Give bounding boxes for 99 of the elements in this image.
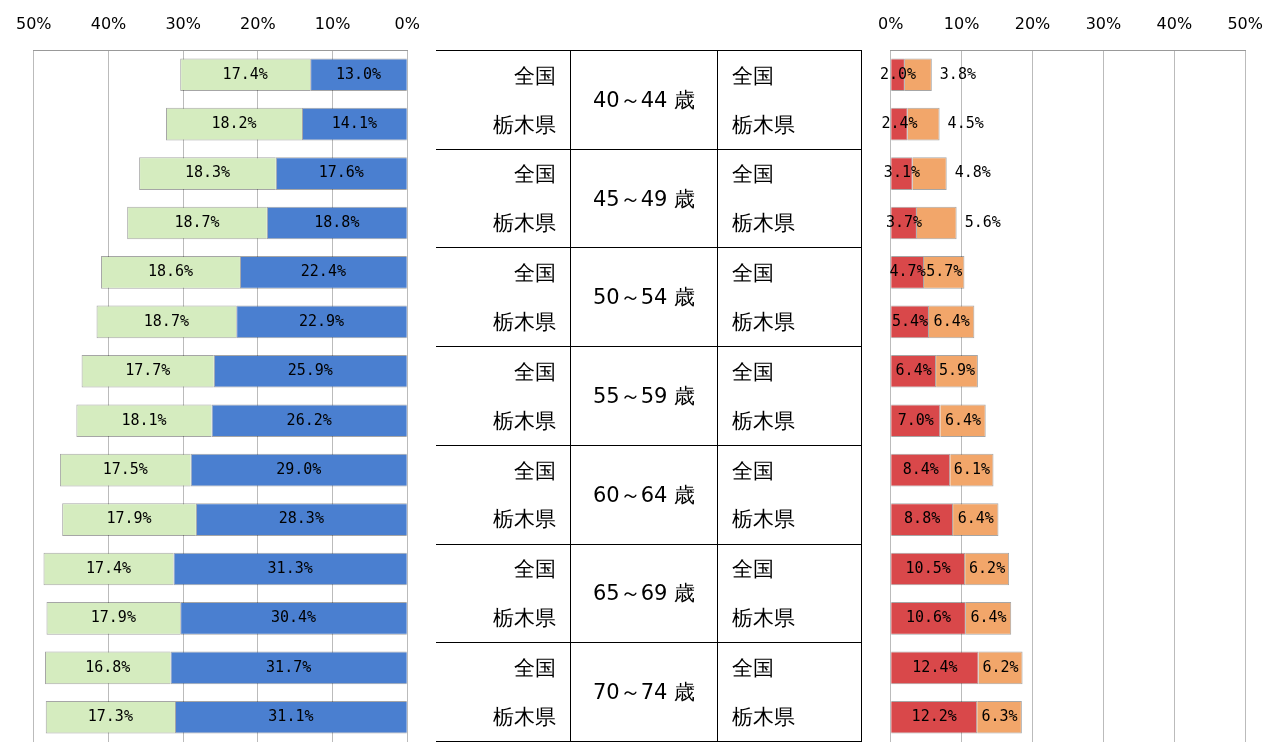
data-label: 6.4% [957, 509, 994, 528]
data-label: 17.9% [106, 509, 152, 528]
data-label: 6.3% [981, 707, 1018, 726]
text: 65～69 歳 [570, 544, 718, 644]
data-label: 18.2% [211, 114, 257, 133]
x-tick-label: 30% [165, 13, 201, 33]
y-tick-label: 全国 [718, 643, 862, 693]
x-tick-label: 0% [878, 13, 904, 33]
data-label: 18.7% [143, 311, 189, 330]
data-label: 5.7% [926, 262, 963, 281]
y-tick-label: 栃木県 [718, 199, 862, 249]
data-label: 12.2% [911, 707, 957, 726]
x-tick-label: 10% [314, 13, 351, 33]
y-tick-label: 全国 [513, 556, 557, 584]
data-label: 6.1% [953, 460, 990, 479]
y-tick-label: 栃木県 [436, 692, 570, 742]
data-label: 18.7% [174, 212, 220, 231]
x-tick-label: 50% [16, 13, 52, 33]
data-label: 17.6% [318, 163, 364, 182]
data-label: 4.5% [947, 114, 984, 133]
data-label: 6.4% [895, 361, 932, 380]
data-label: 13.0% [335, 64, 382, 83]
data-label: 10.5% [905, 558, 951, 577]
data-label: 17.3% [87, 707, 133, 726]
data-label: 17.5% [102, 460, 148, 479]
data-label: 6.4% [944, 410, 982, 429]
x-tick-label: 10% [943, 13, 980, 33]
y-tick-label: 栃木県 [436, 396, 570, 446]
y-tick-label: 栃木県 [436, 297, 570, 348]
data-label: 6.2% [969, 558, 1006, 577]
data-label: 4.7% [889, 262, 926, 281]
data-label: 17.7% [125, 361, 171, 380]
x-tick-label: 20% [1014, 13, 1051, 33]
data-label: 5.4% [892, 311, 929, 330]
data-label: 14.1% [331, 114, 377, 133]
text: 60～64 歳 [570, 445, 718, 545]
data-label: 17.4% [85, 558, 132, 577]
y-tick-label: 全国 [513, 654, 557, 682]
y-tick-label: 全国 [718, 445, 862, 496]
data-label: 22.4% [300, 262, 346, 281]
data-label: 31.1% [268, 707, 314, 726]
x-tick-label: 40% [90, 13, 127, 33]
data-label: 7.0% [897, 410, 934, 429]
data-label: 8.8% [904, 509, 941, 528]
y-tick-label: 栃木県 [718, 100, 862, 150]
data-label: 5.9% [938, 361, 976, 380]
data-label: 18.8% [314, 212, 360, 231]
data-label: 26.2% [286, 410, 332, 429]
data-label: 10.6% [905, 608, 952, 627]
text: 50～54 歳 [570, 248, 718, 348]
y-tick-label: 栃木県 [718, 495, 862, 545]
data-label: 5.6% [964, 212, 1001, 231]
y-tick-label: 栃木県 [718, 593, 862, 644]
y-tick-label: 全国 [513, 457, 557, 485]
data-label: 6.2% [982, 657, 1019, 676]
y-tick-label: 栃木県 [436, 593, 570, 644]
y-tick-label: 栃木県 [718, 297, 862, 348]
data-label: 18.6% [147, 262, 194, 281]
data-label: 6.4% [970, 608, 1007, 627]
y-tick-label: 栃木県 [718, 396, 862, 446]
data-label: 31.3% [267, 558, 313, 577]
data-label: 25.9% [287, 361, 333, 380]
data-label: 17.9% [90, 608, 136, 627]
y-tick-label: 全国 [718, 544, 862, 594]
data-label: 17.4% [222, 64, 268, 83]
data-label: 18.1% [121, 410, 167, 429]
text: 45～49 歳 [570, 149, 718, 249]
y-tick-label: 栃木県 [436, 495, 570, 545]
data-label: 8.4% [902, 460, 939, 479]
y-tick-label: 全国 [718, 347, 862, 397]
data-label: 30.4% [270, 608, 317, 627]
data-label: 16.8% [85, 657, 131, 676]
y-tick-label: 栃木県 [718, 692, 862, 742]
text: 55～59 歳 [570, 347, 718, 446]
y-tick-label: 全国 [513, 161, 557, 189]
y-tick-label: 栃木県 [436, 199, 570, 249]
data-label: 3.8% [939, 64, 976, 83]
y-tick-label: 全国 [513, 260, 557, 288]
data-label: 12.4% [912, 657, 958, 676]
y-tick-label: 全国 [718, 51, 862, 101]
x-tick-label: 30% [1085, 13, 1122, 33]
data-label: 18.3% [184, 163, 231, 182]
text: 70～74 歳 [570, 643, 718, 742]
y-tick-label: 全国 [513, 62, 557, 90]
y-tick-label: 全国 [513, 358, 557, 386]
data-label: 28.3% [278, 509, 324, 528]
x-tick-label: 0% [394, 13, 420, 33]
text: 40～44 歳 [570, 51, 718, 150]
data-label: 4.8% [954, 163, 991, 182]
data-label: 29.0% [276, 460, 322, 479]
y-tick-label: 全国 [718, 248, 862, 298]
y-tick-label: 栃木県 [436, 100, 570, 150]
x-tick-label: 20% [240, 13, 276, 33]
x-tick-label: 50% [1227, 13, 1263, 33]
data-label: 6.4% [933, 311, 970, 330]
data-label: 31.7% [266, 657, 312, 676]
data-label: 22.9% [298, 311, 345, 330]
x-tick-label: 40% [1156, 13, 1193, 33]
y-tick-label: 全国 [718, 149, 862, 200]
